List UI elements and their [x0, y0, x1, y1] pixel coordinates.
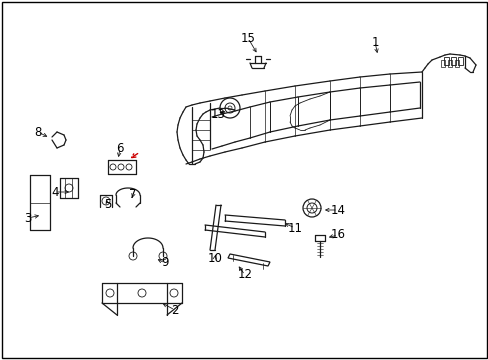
Text: 5: 5	[104, 198, 111, 211]
Bar	[450, 57, 455, 65]
Text: 6: 6	[116, 141, 123, 154]
Text: 1: 1	[370, 36, 378, 49]
Text: 9: 9	[161, 256, 168, 270]
Text: 13: 13	[210, 108, 225, 122]
Text: 15: 15	[240, 31, 255, 45]
Text: 2: 2	[171, 303, 179, 316]
Text: 12: 12	[237, 269, 252, 282]
Bar	[457, 57, 462, 65]
Bar	[443, 57, 448, 65]
Text: 4: 4	[51, 185, 59, 198]
Text: 14: 14	[330, 203, 345, 216]
Text: 8: 8	[34, 126, 41, 139]
Text: 10: 10	[207, 252, 222, 265]
Text: 3: 3	[24, 211, 32, 225]
Text: 16: 16	[330, 229, 345, 242]
Text: 11: 11	[287, 221, 302, 234]
Bar	[440, 60, 444, 67]
Bar	[447, 60, 451, 67]
Text: 7: 7	[129, 189, 137, 202]
Bar	[454, 60, 458, 67]
